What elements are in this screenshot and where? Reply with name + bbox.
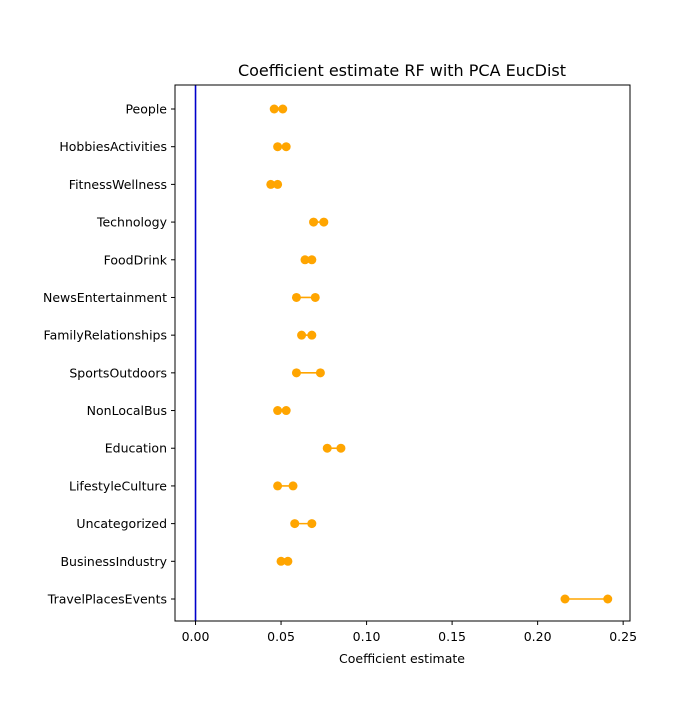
interval-low-point-10 [273, 481, 283, 491]
interval-high-point-8 [281, 406, 291, 416]
x-tick-label-2: 0.10 [353, 629, 381, 644]
y-tick-label-0: People [125, 102, 167, 117]
x-tick-label-0: 0.00 [182, 629, 210, 644]
interval-high-point-13 [603, 594, 613, 604]
interval-high-point-11 [307, 519, 317, 529]
y-tick-label-7: SportsOutdoors [69, 365, 167, 380]
interval-high-point-10 [288, 481, 298, 491]
interval-low-point-8 [273, 406, 283, 416]
interval-low-point-13 [560, 594, 570, 604]
plot-frame [174, 84, 631, 622]
interval-low-point-0 [269, 104, 279, 114]
interval-low-point-9 [322, 443, 332, 453]
interval-high-point-6 [307, 330, 317, 340]
interval-high-point-5 [310, 292, 320, 302]
interval-low-point-5 [291, 292, 301, 302]
interval-high-point-3 [319, 217, 329, 227]
y-tick-label-11: Uncategorized [76, 516, 167, 531]
x-tick-label-1: 0.05 [267, 629, 295, 644]
y-tick-label-2: FitnessWellness [69, 177, 167, 192]
y-tick-label-6: FamilyRelationships [44, 328, 167, 343]
interval-high-point-12 [283, 556, 293, 566]
x-axis-label: Coefficient estimate [339, 651, 465, 666]
interval-low-point-6 [297, 330, 307, 340]
interval-low-point-12 [276, 556, 286, 566]
y-tick-label-5: NewsEntertainment [43, 290, 167, 305]
interval-high-point-9 [336, 443, 346, 453]
interval-high-point-7 [315, 368, 325, 378]
interval-high-point-2 [273, 179, 283, 189]
y-tick-label-12: BusinessIndustry [60, 554, 167, 569]
x-tick-label-3: 0.15 [438, 629, 466, 644]
interval-high-point-1 [281, 142, 291, 152]
interval-low-point-4 [300, 255, 310, 265]
interval-low-point-1 [273, 142, 283, 152]
interval-low-point-3 [309, 217, 319, 227]
x-tick-label-5: 0.25 [609, 629, 637, 644]
interval-low-point-7 [291, 368, 301, 378]
y-tick-label-1: HobbiesActivities [59, 139, 167, 154]
interval-low-point-2 [266, 179, 276, 189]
y-tick-label-9: Education [105, 441, 167, 456]
interval-low-point-11 [290, 519, 300, 529]
plot-area: People HobbiesActivities FitnessWellness Te… [43, 84, 637, 644]
interval-high-point-4 [307, 255, 317, 265]
chart-title: Coefficient estimate RF with PCA EucDist [238, 61, 566, 80]
y-tick-label-10: LifestyleCulture [69, 478, 167, 493]
interval-high-point-0 [278, 104, 288, 114]
y-tick-label-4: FoodDrink [104, 252, 168, 267]
x-tick-label-4: 0.20 [524, 629, 552, 644]
y-tick-label-3: Technology [96, 215, 168, 230]
y-tick-label-13: TravelPlacesEvents [47, 592, 167, 607]
y-tick-label-8: NonLocalBus [87, 403, 167, 418]
